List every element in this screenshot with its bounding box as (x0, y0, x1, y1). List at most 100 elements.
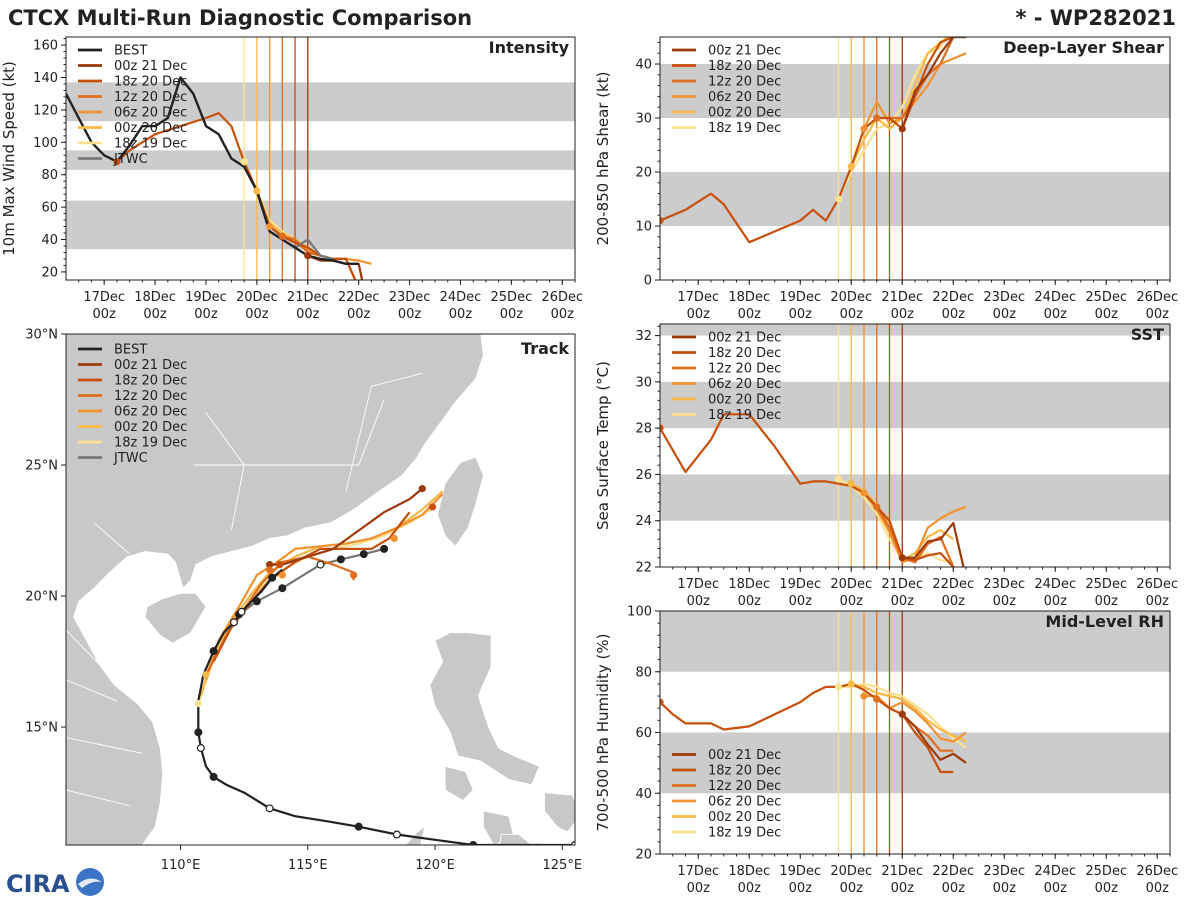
legend-label: 18z 19 Dec (114, 436, 187, 451)
legend-label: 12z 20 Dec (114, 90, 187, 105)
filled-marker (336, 555, 345, 564)
y-tick-label: 28 (635, 422, 652, 437)
x-tick-hour: 00z (687, 881, 711, 896)
legend-label: 00z 20 Dec (114, 121, 187, 136)
x-tick-day: 20Dec (236, 290, 278, 305)
x-tick-day: 22Dec (932, 577, 974, 592)
legend-label: JTWC (113, 152, 148, 167)
x-tick-day: 26Dec (1136, 290, 1178, 305)
lon-tick-label: 120°E (415, 858, 455, 873)
filled-marker (380, 544, 389, 553)
x-tick-hour: 00z (551, 307, 575, 322)
init-marker (113, 158, 121, 166)
series-line (901, 37, 966, 130)
series-line (660, 682, 954, 774)
series-line (863, 52, 967, 130)
x-tick-day: 23Dec (983, 290, 1025, 305)
legend-label: 12z 20 Dec (708, 362, 781, 377)
panel-title: Mid-Level RH (1045, 612, 1164, 631)
x-tick-hour: 00z (1146, 594, 1170, 609)
gray-band (66, 150, 575, 170)
legend-label: 06z 20 Dec (114, 106, 187, 121)
init-marker (873, 503, 881, 511)
filled-marker (268, 573, 277, 582)
open-marker (265, 804, 274, 813)
intensity-chart: 20 40 60 80 100 120 140 160 17Dec 00z 18Dec 00z 19De… (0, 36, 583, 322)
x-tick-hour: 00z (942, 307, 966, 322)
x-tick-hour: 00z (789, 594, 813, 609)
x-tick-hour: 00z (891, 881, 915, 896)
init-marker (834, 195, 843, 203)
lat-tick-label: 15°N (25, 721, 58, 736)
panel-title: Deep-Layer Shear (1003, 38, 1164, 57)
legend-label: BEST (114, 44, 147, 59)
x-tick-day: 19Dec (779, 290, 821, 305)
open-marker (237, 607, 246, 616)
x-tick-hour: 00z (1095, 307, 1119, 322)
y-tick-label: 40 (41, 233, 58, 248)
figure-title: CTCX Multi-Run Diagnostic Comparison (8, 6, 473, 30)
lat-tick-label: 25°N (25, 459, 58, 474)
x-tick-day: 26Dec (1136, 577, 1178, 592)
x-tick-day: 22Dec (338, 290, 380, 305)
land-border (66, 789, 130, 807)
x-tick-hour: 00z (840, 307, 864, 322)
filled-marker (209, 647, 218, 656)
land-border (66, 737, 143, 754)
x-tick-day: 18Dec (728, 290, 770, 305)
init-marker (266, 222, 274, 231)
init-marker (847, 480, 855, 488)
land-border (93, 522, 130, 555)
init-marker (898, 125, 906, 133)
series-line (901, 713, 967, 764)
x-tick-day: 21Dec (287, 290, 329, 305)
filled-marker (278, 584, 287, 593)
legend-label: 00z 21 Dec (114, 358, 187, 373)
series-line (660, 413, 955, 567)
x-tick-hour: 00z (993, 881, 1017, 896)
init-marker (898, 554, 906, 562)
open-marker (196, 744, 205, 753)
init-marker (660, 698, 664, 706)
series-group (66, 76, 372, 280)
x-tick-hour: 00z (1146, 307, 1170, 322)
sst-chart: 22 24 26 28 30 32 17Dec 00z 18Dec 00z 19Dec 00z 20De… (594, 323, 1178, 609)
open-marker (316, 560, 325, 569)
x-tick-day: 23Dec (983, 577, 1025, 592)
land-border (66, 679, 118, 702)
y-axis-label: 10m Max Wind Speed (kt) (0, 61, 18, 256)
x-tick-day: 24Dec (1034, 290, 1076, 305)
filled-marker (354, 822, 363, 831)
legend-label: 06z 20 Dec (708, 90, 781, 105)
x-tick-hour: 00z (1044, 881, 1068, 896)
open-marker (392, 830, 401, 839)
lon-tick-label: 125°E (543, 858, 583, 873)
y-tick-label: 10 (635, 220, 652, 235)
forecast-marker (266, 561, 274, 569)
gray-band (660, 611, 1170, 672)
lat-tick-label: 20°N (25, 590, 58, 605)
y-tick-label: 160 (33, 39, 58, 54)
land-border (205, 412, 245, 531)
y-tick-label: 0 (644, 274, 652, 289)
forecast-marker (418, 485, 426, 493)
panel-title: Track (521, 339, 569, 358)
series-line (902, 521, 965, 567)
init-marker (240, 158, 248, 166)
track-line (269, 487, 424, 566)
legend-label: 18z 20 Dec (708, 59, 781, 74)
init-marker (660, 424, 664, 432)
x-tick-hour: 00z (789, 881, 813, 896)
filled-marker (252, 597, 261, 606)
x-tick-day: 25Dec (1085, 290, 1127, 305)
lon-tick-label: 115°E (288, 858, 328, 873)
y-tick-label: 30 (635, 112, 652, 127)
filled-marker (209, 772, 218, 781)
series-line (837, 37, 947, 200)
x-tick-hour: 00z (687, 594, 711, 609)
y-tick-label: 20 (635, 166, 652, 181)
x-tick-hour: 00z (687, 307, 711, 322)
init-marker (898, 710, 906, 718)
y-tick-label: 100 (627, 605, 652, 620)
hainan-island (144, 593, 207, 644)
